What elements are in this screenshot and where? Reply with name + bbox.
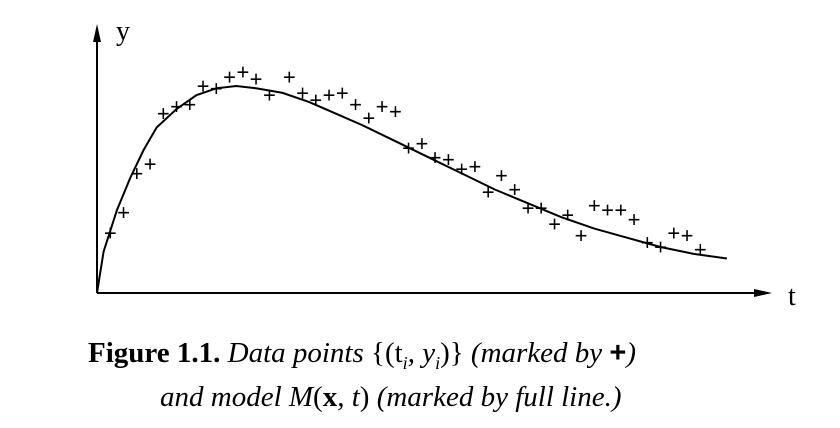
- data-point-marker: +: [117, 200, 130, 225]
- data-point-marker: +: [522, 195, 535, 220]
- caption-plus-symbol: +: [609, 337, 627, 369]
- caption-model-x: x: [322, 381, 338, 413]
- caption-close-paren: ): [626, 337, 637, 369]
- data-point-marker: +: [628, 207, 641, 232]
- data-point-marker: +: [614, 198, 627, 223]
- x-axis-arrow: [754, 289, 772, 297]
- data-point-marker: +: [667, 221, 680, 246]
- data-point-marker: +: [283, 64, 296, 89]
- caption-paren-close: ): [359, 381, 370, 413]
- data-point-marker: +: [263, 83, 276, 108]
- x-axis-label: t: [788, 281, 796, 312]
- data-point-marker: +: [130, 161, 143, 186]
- data-point-marker: +: [296, 80, 309, 105]
- data-point-marker: +: [144, 152, 157, 177]
- data-point-marker: +: [495, 163, 508, 188]
- data-points: +++ ++ + ++ + + + ++++ + + + ++ + ++ ++ + + +++++ ++ +++ + + +…: [104, 60, 707, 262]
- caption-comma-t: , t: [337, 381, 360, 413]
- figure-label: Figure 1.1.: [88, 337, 221, 369]
- model-curve: [96, 84, 728, 294]
- data-point-marker: +: [548, 212, 561, 237]
- data-point-marker: +: [575, 223, 588, 248]
- data-point-marker: +: [362, 106, 375, 131]
- data-point-marker: +: [223, 64, 236, 89]
- scatter-plot: y t +++ ++ + ++ + + + ++++ + + + ++ + ++ ++ + + +++++ ++ ++…: [93, 16, 796, 312]
- data-point-marker: +: [183, 92, 196, 117]
- data-point-marker: +: [535, 195, 548, 220]
- caption-line-1: Figure 1.1. Data points {(ti, yi)} (mark…: [88, 332, 636, 384]
- data-point-marker: +: [694, 237, 707, 262]
- caption-sub-1: i: [402, 352, 408, 373]
- data-point-marker: +: [468, 154, 481, 179]
- data-point-marker: +: [429, 145, 442, 170]
- y-axis-arrow: [93, 24, 101, 42]
- data-point-marker: +: [104, 221, 117, 246]
- data-point-marker: +: [250, 67, 263, 92]
- data-point-marker: +: [482, 179, 495, 204]
- caption-math-c: )}: [440, 337, 464, 369]
- data-point-marker: +: [654, 235, 667, 260]
- caption-model-m: M: [288, 381, 314, 413]
- data-point-marker: +: [170, 94, 183, 119]
- data-point-marker: +: [641, 230, 654, 255]
- data-point-marker: +: [601, 198, 614, 223]
- caption-math-b: , y: [407, 337, 436, 369]
- data-point-marker: +: [442, 147, 455, 172]
- data-point-marker: +: [389, 99, 402, 124]
- data-point-marker: +: [415, 131, 428, 156]
- caption-math-a: {(t: [371, 337, 403, 369]
- data-point-marker: +: [157, 101, 170, 126]
- data-point-marker: +: [336, 80, 349, 105]
- caption-text-d: (marked by full line.): [376, 381, 622, 413]
- data-point-marker: +: [236, 60, 249, 85]
- caption-text-a: Data points: [227, 337, 364, 369]
- caption-sub-2: i: [435, 352, 441, 373]
- caption-text-b: (marked by: [470, 337, 603, 369]
- data-point-marker: +: [402, 136, 415, 161]
- data-point-marker: +: [455, 156, 468, 181]
- y-axis-label: y: [116, 16, 130, 47]
- data-point-marker: +: [376, 94, 389, 119]
- caption-line-2: and model M(x, t) (marked by full line.): [160, 376, 622, 418]
- caption-text-c: and model: [160, 381, 282, 413]
- data-point-marker: +: [309, 87, 322, 112]
- data-point-marker: +: [681, 223, 694, 248]
- data-point-marker: +: [349, 92, 362, 117]
- data-point-marker: +: [508, 177, 521, 202]
- data-point-marker: +: [588, 193, 601, 218]
- data-point-marker: +: [210, 76, 223, 101]
- data-point-marker: +: [561, 202, 574, 227]
- caption-paren-open: (: [313, 381, 323, 413]
- data-point-marker: +: [197, 74, 210, 99]
- data-point-marker: +: [323, 83, 336, 108]
